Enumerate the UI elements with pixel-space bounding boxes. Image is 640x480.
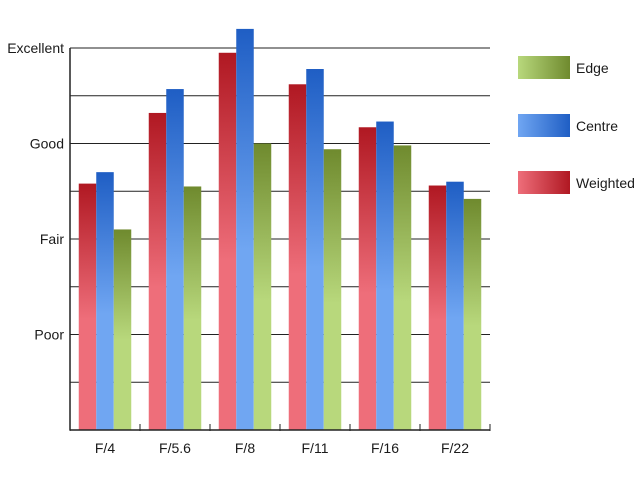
bar-edge-f-11 [323, 149, 342, 431]
bar-weighted-f-8 [218, 52, 237, 431]
bar-centre-f-4 [96, 172, 114, 430]
x-tick-label-f-5-6: F/5.6 [159, 440, 191, 456]
bar-centre-f-16 [376, 121, 394, 430]
bars [78, 28, 482, 431]
bar-edge-f-16 [393, 145, 412, 430]
legend-label-weighted: Weighted [576, 175, 635, 191]
legend-swatch-centre [518, 114, 570, 137]
x-axis-tick-labels: F/4 F/5.6 F/8 F/11 F/16 F/22 [95, 440, 469, 456]
bar-weighted-f-11 [288, 84, 307, 430]
bar-weighted-f-16 [358, 127, 377, 430]
legend: Edge Centre Weighted [518, 56, 635, 194]
y-tick-label-excellent: Excellent [7, 40, 64, 56]
x-tick-label-f-22: F/22 [441, 440, 469, 456]
bar-centre-f-8 [236, 28, 254, 431]
bar-weighted-f-22 [428, 185, 447, 430]
bar-weighted-f-5-6 [148, 112, 167, 430]
y-tick-label-poor: Poor [34, 327, 64, 343]
x-tick-label-f-16: F/16 [371, 440, 399, 456]
bar-weighted-f-4 [78, 183, 97, 430]
x-tick-label-f-8: F/8 [235, 440, 255, 456]
legend-label-edge: Edge [576, 60, 609, 76]
axes [69, 48, 491, 431]
grid-lines [70, 47, 490, 383]
y-tick-label-good: Good [30, 136, 64, 152]
x-tick-label-f-4: F/4 [95, 440, 115, 456]
bar-centre-f-11 [306, 69, 324, 430]
bar-edge-f-5-6 [183, 186, 202, 430]
x-tick-label-f-11: F/11 [302, 440, 329, 456]
bar-centre-f-5-6 [166, 89, 184, 430]
bar-edge-f-4 [113, 229, 132, 430]
legend-swatch-weighted [518, 171, 570, 194]
bar-edge-f-22 [463, 198, 482, 430]
bar-edge-f-8 [253, 143, 272, 430]
legend-label-centre: Centre [576, 118, 618, 134]
legend-swatch-edge [518, 56, 570, 79]
y-axis-tick-labels: Poor Fair Good Excellent [7, 40, 64, 343]
y-tick-label-fair: Fair [40, 231, 64, 247]
bar-centre-f-22 [446, 181, 464, 430]
